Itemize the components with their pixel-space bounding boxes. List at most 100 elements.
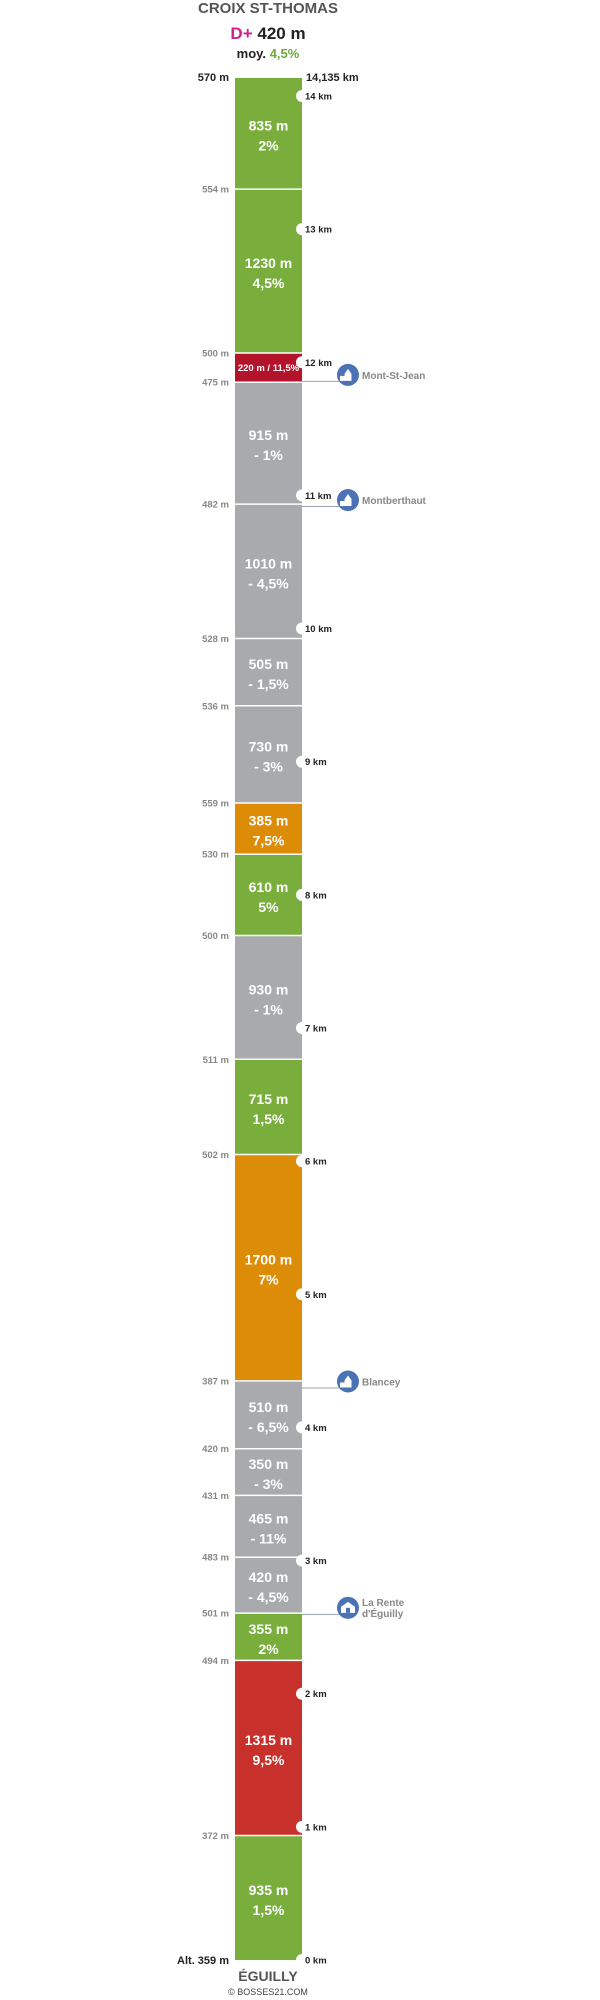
- segment-grade-label-5: - 3%: [254, 1476, 283, 1492]
- segment-grade-label-6: - 6,5%: [248, 1419, 289, 1435]
- segment-bar-16: [235, 352, 302, 383]
- segment-grade-label-8: 1,5%: [253, 1111, 285, 1127]
- segment-length-label-0: 935 m: [249, 1882, 289, 1898]
- church-icon-glyph: [344, 494, 352, 507]
- place-label: d'Éguilly: [362, 1607, 404, 1620]
- segment-bar-15: [235, 382, 302, 505]
- segment-length-label-11: 385 m: [249, 813, 289, 829]
- segment-grade-label-15: - 1%: [254, 447, 283, 463]
- km-marker-dot: [296, 1554, 308, 1567]
- segment-bar-8: [235, 1059, 302, 1155]
- segment-length-label-6: 510 m: [249, 1399, 289, 1415]
- elevation-gain: D+ 420 m: [0, 24, 536, 44]
- summit-altitude-label: 570 m: [198, 72, 229, 84]
- altitude-label: 482 m: [202, 500, 229, 511]
- km-marker-dot: [296, 1421, 308, 1434]
- segment-bar-17: [235, 189, 302, 353]
- segment-bar-1: [235, 1660, 302, 1836]
- segment-grade-label-2: 2%: [258, 1641, 279, 1657]
- km-marker-dot: [296, 1021, 308, 1034]
- km-marker-dot: [296, 888, 308, 901]
- km-marker-label: 14 km: [305, 91, 332, 102]
- km-marker-dot: [296, 89, 308, 102]
- segment-grade-label-12: - 3%: [254, 758, 283, 774]
- km-marker-label: 3 km: [305, 1556, 327, 1567]
- km-marker-dot: [296, 1155, 308, 1168]
- segment-bar-9: [235, 935, 302, 1060]
- km-marker-label: 11 km: [305, 491, 331, 502]
- altitude-label: 500 m: [202, 348, 229, 359]
- total-distance-label: 14,135 km: [306, 72, 359, 84]
- altitude-label: 501 m: [202, 1609, 229, 1620]
- place-label: Mont-St-Jean: [362, 371, 425, 382]
- segment-grade-label-0: 1,5%: [253, 1902, 285, 1918]
- km-marker-label: 2 km: [305, 1689, 327, 1700]
- altitude-label: 494 m: [202, 1656, 229, 1667]
- segment-length-label-5: 350 m: [249, 1456, 289, 1472]
- segment-bar-3: [235, 1557, 302, 1614]
- average-grade: moy. 4,5%: [0, 46, 536, 61]
- church-icon-annex: [340, 501, 345, 507]
- km-marker-dot: [296, 622, 308, 635]
- altitude-label: 528 m: [202, 634, 229, 645]
- elevation-gain-prefix: D+: [230, 24, 253, 43]
- segment-bar-18: [235, 78, 302, 190]
- km-marker-dot: [296, 1820, 308, 1833]
- church-icon-annex: [340, 375, 345, 381]
- altitude-label: 475 m: [202, 378, 229, 389]
- place-label: Montberthaut: [362, 496, 427, 507]
- km-marker-label: 6 km: [305, 1157, 327, 1168]
- km-marker-label: 5 km: [305, 1290, 327, 1301]
- segment-inline-label-16: 220 m / 11,5%: [238, 363, 300, 374]
- segment-length-label-14: 1010 m: [245, 555, 292, 571]
- segment-length-label-1: 1315 m: [245, 1732, 292, 1748]
- altitude-label: 502 m: [202, 1150, 229, 1161]
- segment-length-label-4: 465 m: [249, 1510, 289, 1526]
- start-altitude-label: Alt. 359 m: [177, 1955, 229, 1967]
- segment-length-label-18: 835 m: [249, 118, 289, 134]
- segment-length-label-13: 505 m: [249, 656, 289, 672]
- segment-grade-label-14: - 4,5%: [248, 575, 289, 591]
- altitude-label: 536 m: [202, 701, 229, 712]
- segment-grade-label-3: - 4,5%: [248, 1589, 289, 1605]
- altitude-label: 483 m: [202, 1553, 229, 1564]
- average-grade-prefix: moy.: [236, 46, 267, 61]
- place-label: La Rente: [362, 1598, 405, 1609]
- segment-length-label-3: 420 m: [249, 1569, 289, 1585]
- altitude-label: 372 m: [202, 1831, 229, 1842]
- place-label: Blancey: [362, 1377, 401, 1388]
- church-icon-annex: [340, 1382, 345, 1388]
- km-marker-label: 10 km: [305, 624, 332, 635]
- km-marker-dot: [296, 356, 308, 369]
- segment-bar-13: [235, 638, 302, 706]
- km-marker-label: 0 km: [305, 1956, 327, 1967]
- segment-length-label-10: 610 m: [249, 879, 289, 895]
- segment-length-label-17: 1230 m: [245, 255, 292, 271]
- segment-grade-label-7: 7%: [258, 1272, 279, 1288]
- segment-grade-label-1: 9,5%: [253, 1752, 285, 1768]
- altitude-label: 530 m: [202, 850, 229, 861]
- km-marker-label: 9 km: [305, 757, 327, 768]
- km-marker-dot: [296, 755, 308, 768]
- segment-bar-0: [235, 1835, 302, 1960]
- segment-grade-label-17: 4,5%: [253, 275, 285, 291]
- segment-grade-label-11: 7,5%: [253, 833, 285, 849]
- altitude-label: 431 m: [202, 1491, 229, 1502]
- segment-bar-12: [235, 705, 302, 803]
- segment-bar-6: [235, 1380, 302, 1449]
- segment-bar-2: [235, 1613, 302, 1661]
- km-marker-dot: [296, 1687, 308, 1700]
- altitude-label: 559 m: [202, 798, 229, 809]
- climb-title: CROIX ST-THOMAS: [197, 0, 338, 17]
- segment-length-label-8: 715 m: [249, 1091, 289, 1107]
- segment-grade-label-4: - 11%: [251, 1530, 287, 1546]
- segment-length-label-9: 930 m: [249, 981, 289, 997]
- segment-length-label-2: 355 m: [249, 1621, 289, 1637]
- altitude-label: 554 m: [202, 185, 229, 196]
- segment-bar-11: [235, 802, 302, 855]
- finish-title: ÉGUILLY: [238, 1968, 298, 1984]
- segment-grade-label-18: 2%: [258, 138, 279, 154]
- segment-bar-7: [235, 1154, 302, 1381]
- km-marker-label: 1 km: [305, 1822, 327, 1833]
